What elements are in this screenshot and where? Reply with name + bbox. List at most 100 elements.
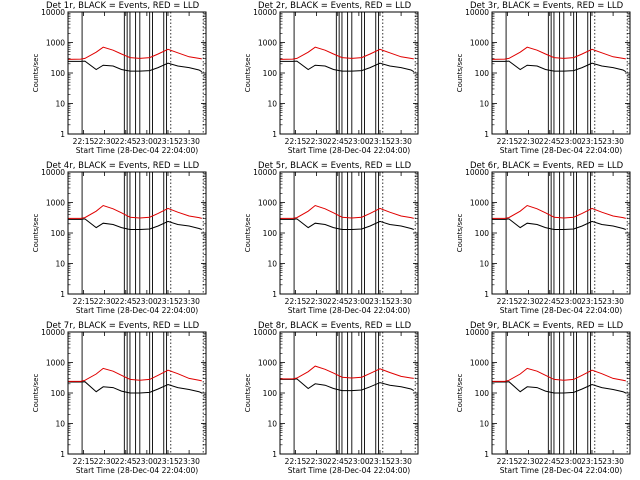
- x-tick-label: 22:30: [94, 457, 116, 466]
- y-tick-label: 10000: [253, 168, 277, 177]
- x-tick-label: 23:00: [560, 137, 582, 146]
- series-line-events: [280, 218, 414, 230]
- y-tick-label: 10000: [465, 8, 489, 17]
- x-axis-label: Start Time (28-Dec-04 22:04:00): [76, 306, 198, 315]
- y-tick-label: 10000: [41, 328, 65, 337]
- y-tick-label: 10000: [41, 168, 65, 177]
- y-tick-label: 1000: [470, 199, 489, 208]
- plot-frame: [279, 171, 419, 295]
- y-tick-label: 1000: [46, 359, 65, 368]
- y-axis-label: Counts/sec: [244, 374, 252, 413]
- y-tick-label: 100: [263, 389, 278, 398]
- x-tick-label: 22:30: [94, 297, 116, 306]
- y-tick-label: 100: [475, 69, 490, 78]
- y-tick-label: 10: [479, 260, 489, 269]
- chart-panel-1: Det 1r, BLACK = Events, RED = LLD 1 10 100 1…: [32, 1, 207, 155]
- y-axis-label: Counts/sec: [32, 54, 40, 93]
- series-line-events: [68, 218, 202, 230]
- x-tick-label: 22:30: [306, 297, 328, 306]
- y-tick-label: 1: [60, 130, 65, 139]
- panel-title: Det 7r, BLACK = Events, RED = LLD: [46, 321, 200, 331]
- x-tick-label: 23:15: [157, 457, 179, 466]
- panel-title: Det 4r, BLACK = Events, RED = LLD: [46, 161, 200, 171]
- y-tick-label: 100: [263, 69, 278, 78]
- y-tick-label: 1: [484, 130, 489, 139]
- x-tick-label: 22:45: [327, 457, 349, 466]
- y-tick-label: 1000: [46, 199, 65, 208]
- y-tick-label: 10: [267, 420, 277, 429]
- y-axis-label: Counts/sec: [244, 214, 252, 253]
- x-tick-label: 23:30: [602, 457, 624, 466]
- series-line-events: [68, 381, 203, 394]
- y-tick-label: 10: [55, 100, 65, 109]
- y-tick-label: 100: [51, 389, 66, 398]
- chart-panel-7: Det 7r, BLACK = Events, RED = LLD 1 10 100 1…: [32, 321, 207, 475]
- x-tick-label: 22:15: [497, 457, 519, 466]
- series-line-events: [492, 218, 626, 230]
- y-axis-label: Counts/sec: [456, 214, 464, 253]
- y-tick-label: 1: [272, 450, 277, 459]
- x-tick-label: 23:15: [369, 457, 391, 466]
- panel-title: Det 5r, BLACK = Events, RED = LLD: [258, 161, 412, 171]
- x-axis-label: Start Time (28-Dec-04 22:04:00): [500, 306, 622, 315]
- x-tick-label: 22:45: [539, 457, 561, 466]
- chart-panel-9: Det 9r, BLACK = Events, RED = LLD 1 10 100 1…: [456, 321, 631, 475]
- y-tick-label: 1: [60, 450, 65, 459]
- chart-panel-4: Det 4r, BLACK = Events, RED = LLD 1 10 100 1…: [32, 161, 207, 315]
- panel-title: Det 2r, BLACK = Events, RED = LLD: [258, 1, 412, 11]
- series-line-lld: [492, 367, 626, 382]
- y-tick-label: 10000: [465, 168, 489, 177]
- y-tick-label: 100: [475, 229, 490, 238]
- x-tick-label: 23:30: [178, 137, 200, 146]
- x-tick-label: 23:00: [136, 297, 158, 306]
- y-axis-label: Counts/sec: [456, 374, 464, 413]
- y-tick-label: 10: [479, 100, 489, 109]
- x-tick-label: 22:15: [285, 137, 307, 146]
- panel-title: Det 6r, BLACK = Events, RED = LLD: [470, 161, 624, 171]
- panel-title: Det 3r, BLACK = Events, RED = LLD: [470, 1, 624, 11]
- series-line-lld: [68, 367, 202, 382]
- x-tick-label: 23:15: [369, 137, 391, 146]
- y-tick-label: 1000: [258, 39, 277, 48]
- x-axis-label: Start Time (28-Dec-04 22:04:00): [288, 146, 410, 155]
- x-tick-label: 23:30: [390, 457, 412, 466]
- y-tick-label: 100: [263, 229, 278, 238]
- series-line-lld: [491, 46, 626, 60]
- y-tick-label: 10: [267, 100, 277, 109]
- series-line-lld: [279, 46, 414, 60]
- y-tick-label: 1: [484, 450, 489, 459]
- y-tick-label: 100: [51, 229, 66, 238]
- x-tick-label: 22:45: [327, 297, 349, 306]
- plot-frame: [491, 171, 631, 295]
- x-axis-label: Start Time (28-Dec-04 22:04:00): [288, 466, 410, 475]
- plot-frame: [279, 331, 419, 455]
- plot-frame: [67, 331, 207, 455]
- x-axis-label: Start Time (28-Dec-04 22:04:00): [500, 466, 622, 475]
- y-tick-label: 100: [51, 69, 66, 78]
- y-tick-label: 1: [484, 290, 489, 299]
- x-axis-label: Start Time (28-Dec-04 22:04:00): [288, 306, 410, 315]
- y-tick-label: 1: [272, 130, 277, 139]
- x-tick-label: 22:30: [306, 457, 328, 466]
- y-tick-label: 1000: [470, 39, 489, 48]
- y-tick-label: 1000: [258, 359, 277, 368]
- series-line-events: [280, 378, 415, 392]
- x-tick-label: 23:30: [390, 137, 412, 146]
- plot-frame: [491, 331, 631, 455]
- chart-panel-6: Det 6r, BLACK = Events, RED = LLD 1 10 100 1…: [456, 161, 631, 315]
- x-tick-label: 22:45: [327, 137, 349, 146]
- plot-frame: [67, 11, 207, 135]
- x-tick-label: 22:30: [518, 457, 540, 466]
- y-axis-label: Counts/sec: [32, 214, 40, 253]
- x-axis-label: Start Time (28-Dec-04 22:04:00): [76, 466, 198, 475]
- x-tick-label: 23:00: [560, 457, 582, 466]
- series-line-lld: [280, 365, 414, 380]
- plot-frame: [279, 11, 419, 135]
- y-axis-label: Counts/sec: [244, 54, 252, 93]
- x-tick-label: 23:30: [602, 137, 624, 146]
- x-tick-label: 23:15: [157, 297, 179, 306]
- x-tick-label: 23:00: [348, 457, 370, 466]
- x-tick-label: 23:00: [348, 137, 370, 146]
- series-line-lld: [68, 204, 202, 219]
